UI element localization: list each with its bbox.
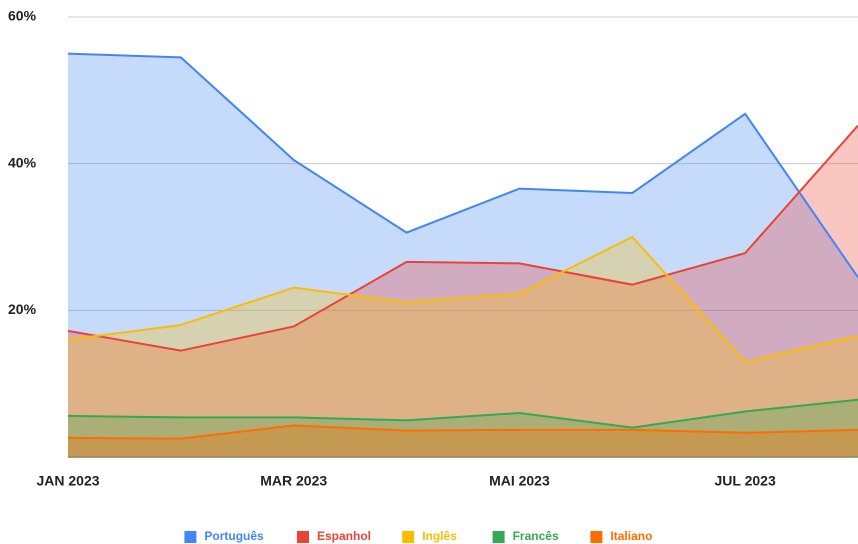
area-fill (68, 53, 858, 458)
area-line (67, 124, 858, 352)
area-line (67, 235, 858, 363)
area-fill (68, 237, 858, 457)
legend-label: Inglês (422, 529, 457, 543)
area-fill (68, 425, 858, 457)
x-tick-label: MAI 2023 (489, 473, 550, 489)
legend-swatch (590, 531, 603, 543)
y-tick-label: 40% (8, 154, 37, 170)
legend-label: Francês (513, 529, 559, 543)
legend-swatch (492, 531, 505, 543)
legend-swatch (184, 531, 197, 543)
legend-label: Italiano (610, 529, 652, 543)
y-tick-label: 20% (8, 301, 37, 317)
x-tick-label: MAR 2023 (260, 473, 327, 489)
x-tick-label: JUL 2023 (715, 473, 776, 489)
area-fill (68, 125, 858, 458)
x-tick-label: JAN 2023 (36, 473, 99, 489)
legend-label: Espanhol (317, 529, 371, 543)
area-line (67, 424, 858, 440)
area-line (67, 52, 858, 278)
legend-swatch (297, 531, 309, 543)
legend-label: Português (204, 529, 264, 543)
area-line (67, 398, 858, 429)
legend-swatch (402, 531, 415, 543)
area-fill (68, 399, 858, 457)
y-tick-label: 60% (8, 8, 37, 24)
